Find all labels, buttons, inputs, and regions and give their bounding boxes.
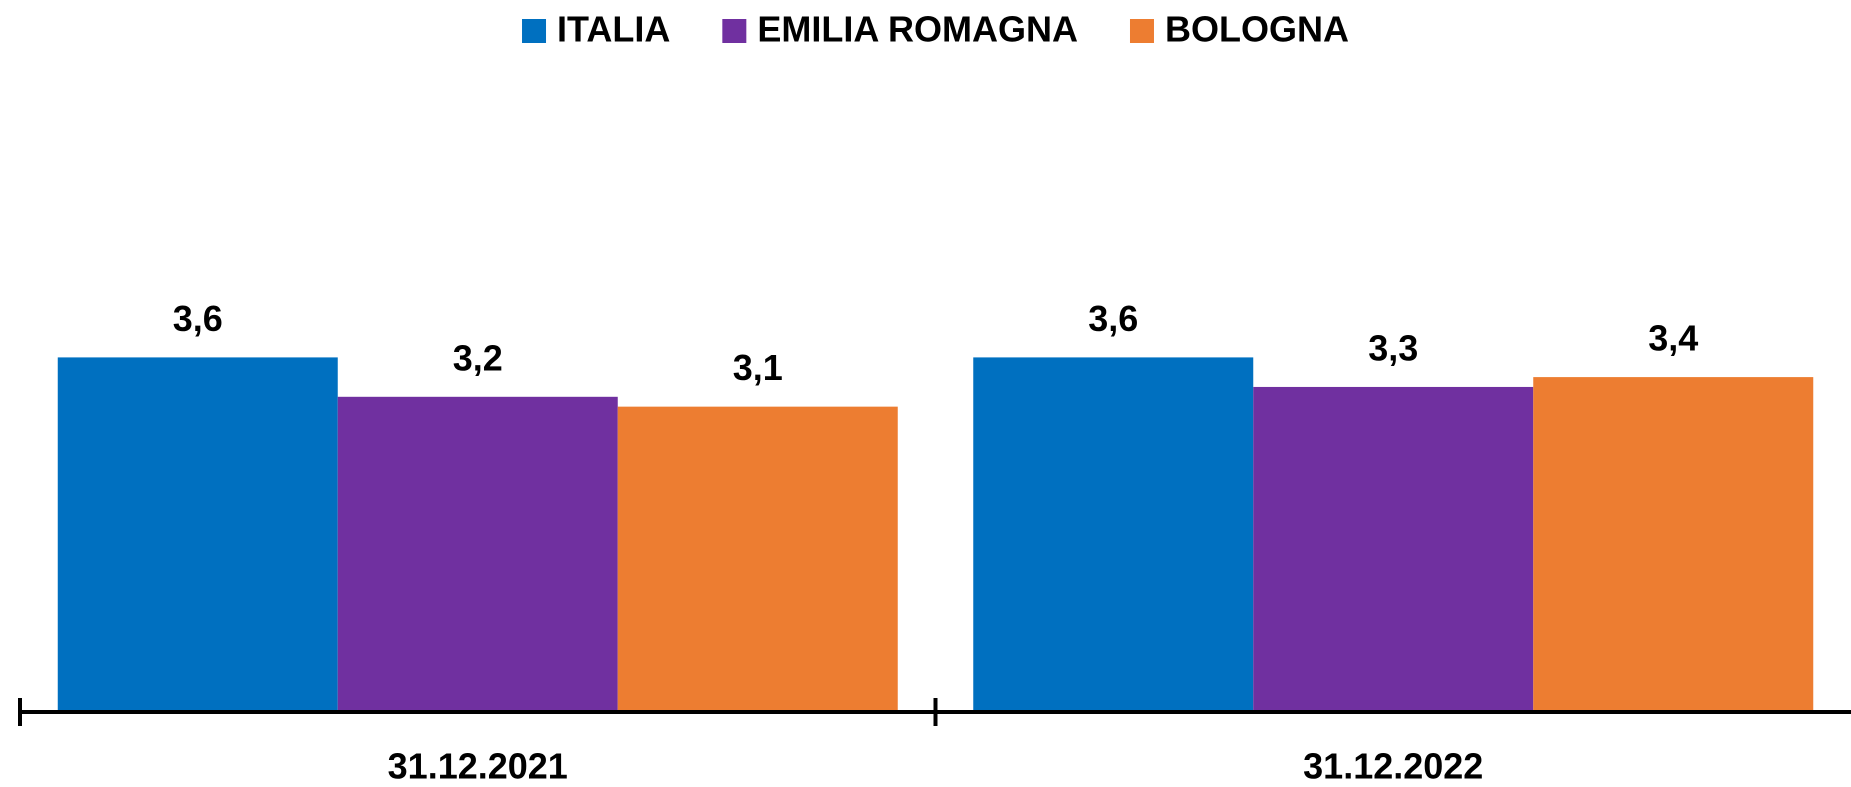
legend-label: ITALIA: [557, 9, 670, 50]
bar: [617, 406, 898, 712]
x-tick-label: 31.12.2021: [388, 746, 568, 787]
bar: [973, 357, 1254, 712]
data-label: 3,6: [173, 298, 223, 339]
legend-swatch: [722, 19, 747, 43]
data-label: 3,6: [1088, 298, 1138, 339]
data-label: 3,2: [453, 337, 503, 378]
legend-swatch: [1129, 19, 1154, 43]
bar: [57, 357, 338, 712]
legend-label: BOLOGNA: [1165, 9, 1349, 50]
bar: [1533, 377, 1814, 712]
bar: [337, 396, 618, 712]
data-label: 3,4: [1648, 318, 1698, 359]
data-label: 3,1: [733, 347, 783, 388]
legend-swatch: [522, 19, 547, 43]
bar: [1253, 386, 1534, 712]
data-label: 3,3: [1368, 327, 1418, 368]
x-tick-label: 31.12.2022: [1303, 746, 1483, 787]
legend-label: EMILIA ROMAGNA: [757, 9, 1078, 50]
